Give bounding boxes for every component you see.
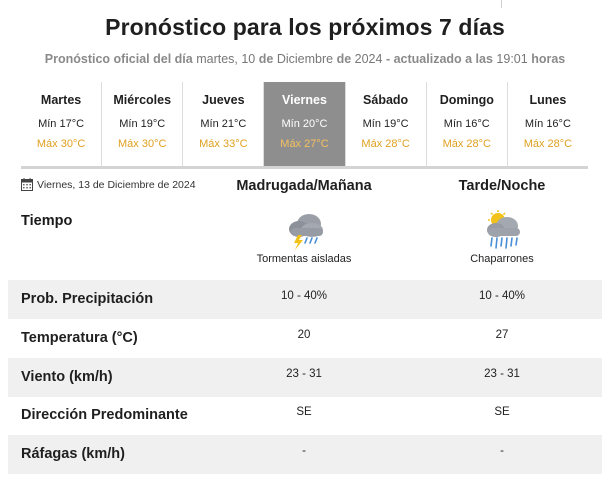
subtitle-prefix: Pronóstico oficial del día <box>44 52 193 66</box>
subtitle-month: Diciembre <box>276 52 334 66</box>
day-selector-divider <box>21 166 588 169</box>
row-value-morning: - <box>302 445 306 457</box>
day-min-temp: Mín 16°C <box>443 118 490 130</box>
sun-cloud-rain-icon <box>487 210 520 249</box>
subtitle-de1: de <box>258 52 274 66</box>
day-min-temp: Mín 19°C <box>119 118 166 130</box>
day-selector: Martes Mín 17°C Máx 30°C Miércoles Mín 1… <box>21 82 588 166</box>
row-label: Dirección Predominante <box>21 407 188 423</box>
day-name: Sábado <box>363 93 409 107</box>
row-value-morning: 20 <box>297 329 311 341</box>
day-name: Martes <box>40 93 82 107</box>
day-min-temp: Mín 21°C <box>200 118 247 130</box>
row-rafagas: Ráfagas (km/h) - - <box>8 435 602 474</box>
day-max-temp: Máx 27°C <box>280 138 329 150</box>
day-tab-jueves[interactable]: Jueves Mín 21°C Máx 33°C <box>183 82 265 166</box>
day-min-temp: Mín 19°C <box>362 118 409 130</box>
subtitle-updated: - actualizado a las <box>385 52 493 66</box>
row-label: Viento (km/h) <box>21 369 113 385</box>
day-name: Miércoles <box>113 93 172 107</box>
day-max-temp: Máx 30°C <box>36 138 86 150</box>
day-max-temp: Máx 33°C <box>199 138 248 150</box>
day-tab-miercoles[interactable]: Miércoles Mín 19°C Máx 30°C <box>102 82 184 166</box>
day-tab-lunes[interactable]: Lunes Mín 16°C Máx 28°C <box>507 82 588 166</box>
row-value-afternoon: SE <box>494 406 510 418</box>
day-name: Domingo <box>439 93 494 107</box>
row-value-afternoon: 23 - 31 <box>484 368 520 380</box>
row-value-morning: SE <box>296 406 312 418</box>
day-name: Lunes <box>529 93 567 107</box>
day-tab-martes[interactable]: Martes Mín 17°C Máx 30°C <box>21 82 103 166</box>
day-tab-viernes[interactable]: Viernes Mín 20°C Máx 27°C <box>264 82 346 166</box>
day-max-temp: Máx 28°C <box>442 138 491 150</box>
row-temperatura: Temperatura (°C) 20 27 <box>8 319 602 358</box>
day-tab-sabado[interactable]: Sábado Mín 19°C Máx 28°C <box>345 82 427 166</box>
day-max-temp: Máx 28°C <box>523 138 573 150</box>
page-subtitle: Pronóstico oficial del día martes, 10 de… <box>0 52 610 66</box>
day-max-temp: Máx 28°C <box>361 138 410 150</box>
day-name: Jueves <box>202 93 245 107</box>
thunderstorm-cloud-icon <box>289 214 323 250</box>
row-value-afternoon: 10 - 40% <box>478 290 526 302</box>
subtitle-date: martes, 10 <box>196 52 256 66</box>
row-value-morning: 10 - 40% <box>280 290 328 302</box>
day-name: Viernes <box>282 93 327 107</box>
day-min-temp: Mín 17°C <box>38 118 85 130</box>
row-direccion: Dirección Predominante SE SE <box>8 396 602 435</box>
detail-date-text: Viernes, 13 de Diciembre de 2024 <box>37 178 196 191</box>
day-min-temp: Mín 16°C <box>524 118 571 130</box>
row-value-afternoon: 27 <box>495 329 509 341</box>
row-label: Prob. Precipitación <box>21 291 154 307</box>
row-value-morning: 23 - 31 <box>286 368 322 380</box>
column-header-afternoon: Tarde/Noche <box>458 178 546 194</box>
subtitle-time: 19:01 <box>496 52 528 66</box>
row-prob-precipitacion: Prob. Precipitación 10 - 40% 10 - 40% <box>8 280 602 319</box>
subtitle-hours: horas <box>531 52 566 66</box>
row-label: Temperatura (°C) <box>21 330 138 346</box>
day-max-temp: Máx 30°C <box>118 138 167 150</box>
day-tab-domingo[interactable]: Domingo Mín 16°C Máx 28°C <box>426 82 508 166</box>
calendar-icon <box>21 178 33 191</box>
weather-morning-text: Tormentas aisladas <box>256 253 352 265</box>
row-viento: Viento (km/h) 23 - 31 23 - 31 <box>8 358 602 397</box>
page-title: Pronóstico para los próximos 7 días <box>105 14 505 40</box>
detail-date: Viernes, 13 de Diciembre de 2024 <box>21 178 196 191</box>
day-min-temp: Mín 20°C <box>281 118 328 130</box>
row-label: Ráfagas (km/h) <box>21 446 125 462</box>
weather-afternoon-text: Chaparrones <box>470 253 534 265</box>
row-value-afternoon: - <box>500 445 504 457</box>
subtitle-year: 2024 <box>354 52 383 66</box>
top-divider <box>501 0 502 8</box>
column-header-morning: Madrugada/Mañana <box>236 178 372 194</box>
tiempo-label: Tiempo <box>21 213 73 229</box>
subtitle-de2: de <box>336 52 352 66</box>
